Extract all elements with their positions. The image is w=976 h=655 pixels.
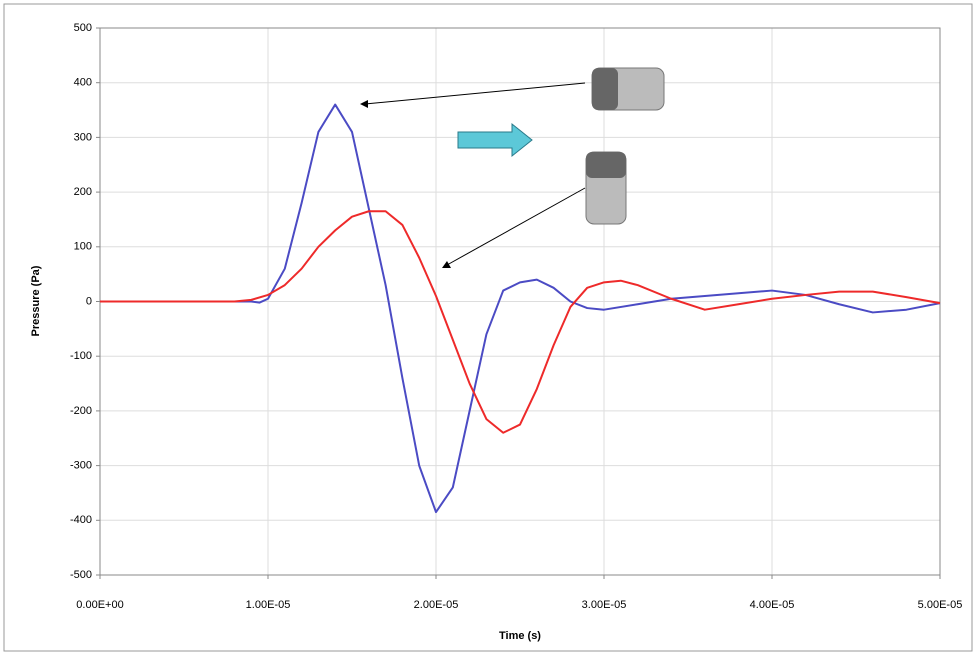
series-line [100, 103, 941, 514]
annotations [360, 67, 665, 268]
y-tick-label: -400 [70, 514, 92, 526]
annotation-arrow [446, 187, 586, 266]
x-tick-label: 3.00E-05 [582, 599, 627, 611]
y-axis-title: Pressure (Pa) [30, 265, 42, 336]
x-tick-label: 2.00E-05 [414, 599, 459, 611]
y-tick-label: -500 [70, 569, 92, 581]
y-tick-label: 500 [74, 22, 92, 34]
x-tick-label: 1.00E-05 [246, 599, 291, 611]
y-tick-label: 100 [74, 241, 92, 253]
y-tick-label: 400 [74, 77, 92, 89]
microphone-grille [586, 152, 626, 178]
annotation-arrow [364, 82, 586, 105]
y-tick-label: -300 [70, 460, 92, 472]
lines [100, 103, 941, 514]
y-tick-label: -100 [70, 350, 92, 362]
y-tick-label: -200 [70, 405, 92, 417]
direction-arrow [457, 122, 533, 158]
y-tick-label: 300 [74, 131, 92, 143]
microphone-grille [592, 68, 618, 110]
y-tick-label: 200 [74, 186, 92, 198]
arrow-head [360, 100, 368, 108]
x-axis-title: Time (s) [499, 630, 541, 642]
x-tick-label: 0.00E+00 [76, 599, 123, 611]
x-tick-label: 5.00E-05 [918, 599, 963, 611]
series-line [100, 210, 941, 434]
x-tick-label: 4.00E-05 [750, 599, 795, 611]
arrow-head [442, 261, 451, 268]
y-tick-label: 0 [86, 295, 92, 307]
